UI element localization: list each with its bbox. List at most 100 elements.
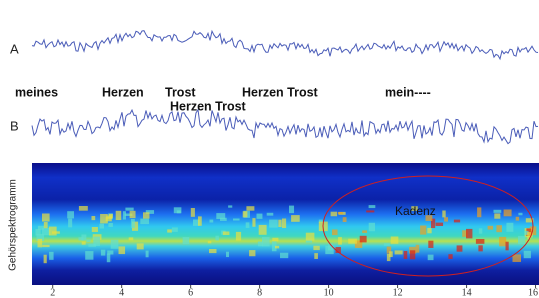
spectrogram-cell — [494, 213, 500, 218]
spectrogram-cell — [143, 212, 149, 218]
spectrogram-cell — [129, 237, 134, 240]
spectrogram-cell — [52, 231, 60, 233]
spectrogram-cell — [391, 237, 399, 244]
spectrogram-cell — [125, 208, 133, 211]
spectrogram-cell — [428, 255, 434, 261]
spectrogram-cell — [44, 222, 48, 228]
spectrogram-cell — [92, 227, 98, 232]
spectrogram-cell — [172, 227, 178, 231]
spectrogram-cell — [252, 218, 255, 227]
spectrogram-cell — [140, 219, 149, 225]
x-tick-label: 12 — [393, 287, 403, 298]
spectrogram-cell — [448, 254, 452, 259]
spectrogram-cell — [236, 232, 241, 241]
spectrogram-cell — [246, 222, 250, 228]
lyric: Herzen Trost — [170, 99, 247, 113]
spectrogram-cell — [49, 227, 57, 236]
spectrogram-cell — [38, 239, 43, 247]
x-tick-label: 2 — [50, 287, 55, 298]
lyric: Trost — [165, 85, 196, 99]
spectrogram-cell — [410, 250, 415, 259]
spectrogram-cell — [82, 242, 86, 245]
spectrogram-cell — [36, 229, 41, 236]
spectrogram-cell — [249, 250, 255, 256]
spectrogram-cell — [167, 229, 172, 232]
spectrogram-cell — [101, 250, 105, 256]
panel-label: B — [10, 118, 19, 133]
spectrogram-cell — [183, 237, 190, 244]
spectrogram-cell — [504, 210, 512, 217]
spectrogram-cell — [516, 217, 519, 221]
spectrogram-cell — [278, 220, 281, 227]
spectrogram-cell — [107, 254, 110, 263]
spectrogram-cell — [177, 210, 181, 213]
spectrogram-cell — [79, 206, 88, 211]
x-tick-label: 16 — [528, 287, 538, 298]
spectrogram-cell — [518, 213, 522, 215]
spectrogram-cell — [116, 211, 122, 220]
spectrogram-cell — [275, 246, 279, 249]
lyric: Herzen Trost — [242, 85, 319, 99]
spectrogram-cell — [479, 228, 483, 233]
spectrogram-cell — [272, 238, 278, 241]
spectrogram-cell — [291, 215, 300, 222]
lyric: meines — [15, 85, 58, 99]
spectrogram-cell — [208, 241, 211, 243]
spectrogram-cell — [86, 239, 90, 242]
spectrogram-cell — [444, 217, 448, 221]
spectrogram-cell — [360, 236, 367, 243]
y-axis-label: Gehörspektrogramm — [8, 179, 19, 271]
spectrogram-cell — [68, 219, 72, 228]
spectrogram-cell — [488, 226, 493, 230]
spectrogram-cell — [436, 223, 443, 226]
spectrogram-cell — [210, 220, 214, 223]
spectrogram-cell — [257, 214, 263, 219]
spectrogram-cell — [67, 211, 74, 218]
spectrogram-cell — [313, 246, 319, 250]
x-tick-label: 14 — [462, 287, 472, 298]
spectrogram-cell — [506, 242, 509, 251]
spectrogram-cell — [42, 245, 49, 247]
spectrogram-cell — [280, 253, 288, 258]
spectrogram-cell — [332, 230, 338, 236]
spectrogram-cell — [198, 216, 202, 225]
spectrogram-cell — [130, 211, 136, 218]
spectrogram-cell — [416, 245, 420, 253]
spectrogram-cell — [494, 210, 502, 213]
spectrogram-cell — [228, 205, 232, 207]
spectrogram-cell — [269, 220, 278, 228]
spectrogram-cell — [428, 241, 433, 248]
waveform — [32, 110, 538, 144]
spectrogram-cell — [496, 225, 502, 232]
spectrogram-cell — [476, 239, 484, 244]
spectrogram-cell — [100, 214, 108, 223]
spectrogram-cell — [42, 214, 50, 222]
x-tick-label: 10 — [324, 287, 334, 298]
spectrogram-cell — [137, 243, 144, 249]
spectrogram-cell — [215, 236, 219, 241]
lyric: mein---- — [385, 85, 431, 99]
spectrogram-cell — [420, 226, 426, 235]
spectrogram-cell — [146, 251, 149, 258]
figure: A B meines Herzen Trost Herzen Trost Her… — [0, 0, 539, 298]
spectrogram-cell — [209, 249, 216, 253]
spectrogram-cell — [259, 225, 267, 235]
spectrogram-cell — [389, 251, 393, 257]
spectrogram-cell — [246, 206, 254, 210]
spectrogram-cell — [457, 245, 463, 251]
spectrogram-cell — [513, 254, 521, 262]
spectrogram-cell — [362, 230, 367, 233]
spectrogram-cell — [49, 252, 53, 260]
spectrogram-cell — [306, 233, 315, 241]
spectrogram-cell — [466, 229, 472, 238]
spectrogram-cell — [427, 228, 431, 233]
spectrogram-cell — [338, 212, 343, 214]
spectrogram-cell — [119, 246, 126, 254]
spectrogram-cell — [258, 242, 263, 247]
spectrogram-cell — [93, 237, 100, 246]
spectrogram-cell — [108, 223, 113, 227]
waveform — [32, 31, 538, 59]
spectrogram-cell — [226, 252, 229, 257]
spectrogram-cell — [384, 243, 390, 246]
spectrogram-cell — [111, 240, 119, 249]
